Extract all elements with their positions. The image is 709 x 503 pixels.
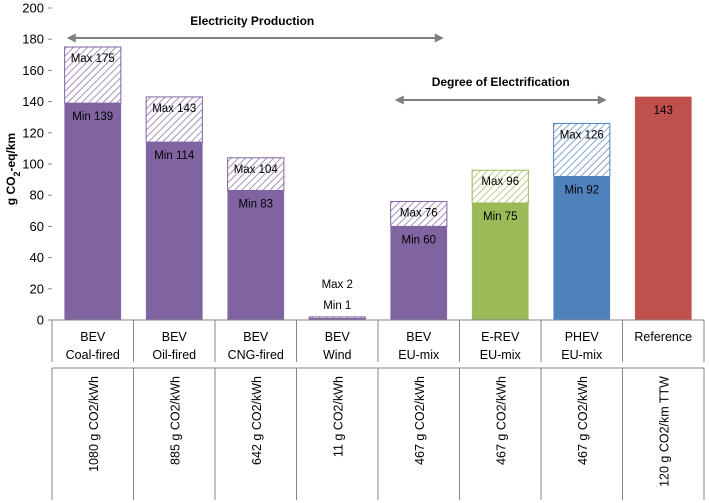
category-sublabel: 467 g CO2/kWh [494, 376, 508, 465]
data-label-min: Min 75 [483, 211, 518, 223]
y-tick-label: 180 [22, 32, 44, 47]
y-tick-label: 120 [22, 125, 44, 140]
category-label-line2: EU-mix [480, 348, 522, 362]
annotation-arrowhead-right [597, 95, 607, 105]
bar-min-segment [471, 202, 529, 321]
category-label-line1: BEV [80, 330, 106, 344]
category-label-line1: BEV [406, 330, 432, 344]
annotation-arrowhead-left [66, 33, 76, 43]
category-label-line2: Wind [323, 348, 352, 362]
y-tick-label: 200 [22, 1, 44, 16]
data-label-max: Max 143 [152, 103, 196, 115]
y-axis-label: g CO2-eq/km [4, 133, 22, 205]
category-sublabel: 467 g CO2/kWh [576, 376, 590, 465]
bar-max-segment [64, 46, 122, 104]
category-sublabel: 467 g CO2/kWh [413, 376, 427, 465]
bar-min-segment [227, 190, 285, 321]
category-label-line1: E-REV [481, 330, 520, 344]
bar-min-segment [145, 141, 203, 321]
data-label-min: Min 1 [323, 300, 351, 312]
data-label-min: Min 139 [72, 111, 113, 123]
category-label-line2: EU-mix [561, 348, 603, 362]
data-label-max: Max 175 [71, 53, 115, 65]
data-label-min: Min 114 [154, 150, 195, 162]
category-label-line1: Reference [634, 330, 692, 344]
y-tick-label: 140 [22, 94, 44, 109]
category-label-line1: BEV [162, 330, 188, 344]
category-label-line2: CNG-fired [228, 348, 284, 362]
category-label-line1: BEV [243, 330, 269, 344]
category-label-line2: Coal-fired [66, 348, 120, 362]
category-sublabel: 120 g CO2/km TTW [657, 376, 671, 487]
bar-min-segment [390, 226, 448, 321]
annotation-label: Degree of Electrification [432, 75, 570, 89]
bar-max-segment [553, 122, 611, 177]
y-tick-label: 80 [30, 188, 44, 203]
annotation-arrowhead-left [394, 95, 404, 105]
bar-max-segment [145, 96, 203, 143]
y-tick-label: 100 [22, 157, 44, 172]
category-label-line1: BEV [325, 330, 351, 344]
annotation-label: Electricity Production [190, 14, 314, 28]
data-label-min: Min 83 [238, 199, 273, 211]
data-label-max: Max 104 [234, 164, 279, 176]
data-label-max: Max 126 [560, 129, 604, 141]
category-sublabel: 11 g CO2/kWh [331, 376, 345, 457]
category-sublabel: 1080 g CO2/kWh [87, 376, 101, 472]
bar-min-segment [64, 102, 122, 321]
bar-min-segment [634, 96, 692, 321]
category-sublabel: 642 g CO2/kWh [250, 376, 264, 465]
bar-min-segment [553, 176, 611, 321]
y-tick-label: 60 [30, 219, 44, 234]
y-tick-label: 20 [30, 281, 44, 296]
y-tick-label: 40 [30, 250, 44, 265]
data-label-max: Max 2 [322, 279, 353, 291]
data-label-min: Min 92 [564, 184, 599, 196]
data-label-max: 143 [654, 105, 673, 117]
data-label-max: Max 96 [481, 176, 519, 188]
bar-max-segment [227, 157, 285, 192]
y-tick-label: 160 [22, 63, 44, 78]
data-label-max: Max 76 [400, 207, 438, 219]
category-label-line2: EU-mix [398, 348, 440, 362]
annotation-arrowhead-right [434, 33, 444, 43]
category-label-line1: PHEV [565, 330, 600, 344]
category-label-line2: Oil-fired [152, 348, 196, 362]
bar-max-segment [390, 200, 448, 227]
data-label-min: Min 60 [401, 234, 436, 246]
y-tick-label: 0 [37, 313, 44, 328]
category-sublabel: 885 g CO2/kWh [168, 376, 182, 465]
